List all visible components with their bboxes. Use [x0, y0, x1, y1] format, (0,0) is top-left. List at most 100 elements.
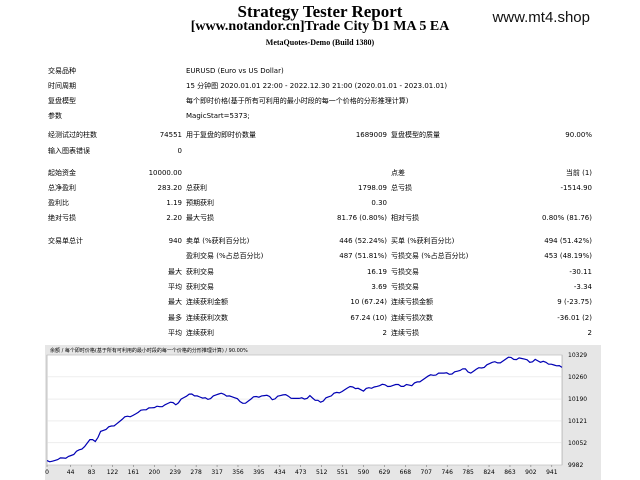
deposit-value: 10000.00 [148, 169, 182, 177]
maximal-consecutive-profit-label: 连续获利次数 [186, 314, 228, 322]
profit-factor-label: 盈利比 [48, 199, 69, 207]
gross-loss-label: 总亏损 [391, 184, 412, 192]
x-tick-label: 551 [337, 469, 349, 476]
x-tick-label: 200 [149, 469, 161, 476]
gross-loss-value: -1514.90 [560, 184, 592, 192]
absolute-drawdown-label: 绝对亏损 [48, 214, 76, 222]
x-tick-label: 668 [400, 469, 412, 476]
max-consecutive-wins-value: 10 (67.24) [350, 298, 387, 306]
maximal-label: 最多 [168, 314, 182, 322]
x-tick-label: 785 [462, 469, 474, 476]
absolute-drawdown-value: 2.20 [166, 214, 182, 222]
x-tick-label: 317 [211, 469, 223, 476]
model-value: 每个即时价格(基于所有可利用的最小时段的每一个价格的分形推理计算) [186, 97, 409, 105]
plot-area [46, 354, 563, 466]
spread-value: 当前 (1) [565, 169, 592, 177]
mismatched-errors-value: 0 [177, 147, 182, 155]
x-tick-label: 863 [504, 469, 516, 476]
x-tick-label: 161 [128, 469, 140, 476]
net-profit-value: 283.20 [157, 184, 183, 192]
balance-chart: 10329 10260 10190 10121 10052 9982 0 44 83 122 16… [45, 345, 601, 480]
x-tick-label: 434 [274, 469, 286, 476]
maximal-consecutive-loss-value: -36.01 (2) [557, 314, 592, 322]
largest-label: 最大 [168, 268, 182, 276]
x-tick-label: 590 [358, 469, 370, 476]
symbol-value: EURUSD (Euro vs US Dollar) [186, 67, 284, 75]
short-positions-value: 446 (52.24%) [339, 237, 387, 245]
model-quality-label: 复盘模型的质量 [391, 131, 440, 139]
x-tick-label: 707 [421, 469, 433, 476]
loss-trades-label: 亏损交易 (%占总百分比) [391, 252, 469, 260]
gross-profit-label: 总获利 [186, 184, 207, 192]
net-profit-label: 总净盈利 [48, 184, 76, 192]
profit-trades-label: 盈利交易 (%占总百分比) [186, 252, 264, 260]
x-tick-label: 239 [169, 469, 181, 476]
y-tick-label: 10052 [568, 440, 587, 447]
maximal-drawdown-value: 81.76 (0.80%) [337, 214, 387, 222]
profit-trades-value: 487 (51.81%) [339, 252, 387, 260]
largest-profit-label: 获利交易 [186, 268, 214, 276]
site-watermark: www.mt4.shop [492, 9, 590, 26]
report-build: MetaQuotes-Demo (Build 1380) [265, 38, 375, 47]
x-tick-label: 473 [295, 469, 307, 476]
parameters-value: MagicStart=5373; [186, 112, 250, 120]
largest-profit-value: 16.19 [366, 268, 387, 276]
y-tick-label: 10260 [568, 374, 587, 381]
x-tick-label: 122 [107, 469, 119, 476]
x-tick-label: 824 [483, 469, 495, 476]
x-tick-label: 395 [253, 469, 265, 476]
loss-trades-value: 453 (48.19%) [544, 252, 592, 260]
x-tick-label: 0 [45, 469, 49, 476]
maximal-consecutive-profit-value: 67.24 (10) [350, 314, 387, 322]
average-consecutive-losses-value: 2 [587, 329, 592, 337]
period-value: 15 分钟图 2020.01.01 22:00 - 2022.12.30 21:… [186, 82, 448, 90]
model-label: 复盘模型 [48, 97, 76, 105]
average-consecutive-losses-label: 连续亏损 [391, 329, 419, 337]
model-quality-value: 90.00% [565, 131, 592, 139]
spread-label: 点差 [391, 169, 405, 177]
x-tick-label: 746 [441, 469, 453, 476]
parameters-label: 参数 [48, 112, 62, 120]
expected-payoff-label: 预期获利 [186, 199, 214, 207]
x-tick-label: 83 [88, 469, 96, 476]
deposit-label: 起始资金 [48, 169, 76, 177]
relative-drawdown-label: 相对亏损 [391, 214, 419, 222]
x-tick-label: 278 [190, 469, 202, 476]
maximal-drawdown-label: 最大亏损 [186, 214, 214, 222]
relative-drawdown-value: 0.80% (81.76) [542, 214, 592, 222]
average-consecutive-wins-value: 2 [382, 329, 387, 337]
average-consecutive-wins-label: 连续获利 [186, 329, 214, 337]
short-positions-label: 卖单 (%获利百分比) [186, 237, 250, 245]
x-tick-label: 356 [232, 469, 244, 476]
max-consecutive-wins-label: 连续获利金额 [186, 298, 228, 306]
y-tick-label: 10190 [568, 396, 587, 403]
total-trades-label: 交易单总计 [48, 237, 83, 245]
maximum-label: 最大 [168, 298, 182, 306]
y-tick-label: 9982 [568, 462, 583, 469]
profit-factor-value: 1.19 [166, 199, 182, 207]
largest-loss-value: -30.11 [569, 268, 592, 276]
x-tick-label: 629 [379, 469, 391, 476]
period-label: 时间周期 [48, 82, 76, 90]
average-label: 平均 [168, 283, 182, 291]
balance-chart-svg: 10329 10260 10190 10121 10052 9982 0 44 83 122 16… [45, 352, 587, 476]
x-tick-label: 941 [546, 469, 558, 476]
average-profit-label: 获利交易 [186, 283, 214, 291]
x-tick-label: 44 [67, 469, 75, 476]
largest-loss-label: 亏损交易 [391, 268, 419, 276]
symbol-label: 交易品种 [48, 67, 76, 75]
x-tick-label: 512 [316, 469, 328, 476]
gross-profit-value: 1798.09 [358, 184, 387, 192]
x-tick-label: 902 [525, 469, 537, 476]
mismatched-errors-label: 输入图表错误 [48, 147, 90, 155]
average-loss-label: 亏损交易 [391, 283, 419, 291]
bars-tested-value: 74551 [159, 131, 182, 139]
ticks-modelled-label: 用于复盘的即时价数量 [186, 131, 256, 139]
bars-tested-label: 经测试过的柱数 [48, 131, 97, 139]
report-title: Strategy Tester Report [237, 2, 403, 21]
balance-line [46, 356, 563, 463]
long-positions-label: 买单 (%获利百分比) [391, 237, 455, 245]
max-consecutive-losses-value: 9 (-23.75) [557, 298, 592, 306]
y-tick-label: 10121 [568, 418, 587, 425]
chart-caption: 余额 / 每个即时价格(基于所有可利用的最小时段的每一个价格的分形推理计算) /… [50, 348, 248, 354]
